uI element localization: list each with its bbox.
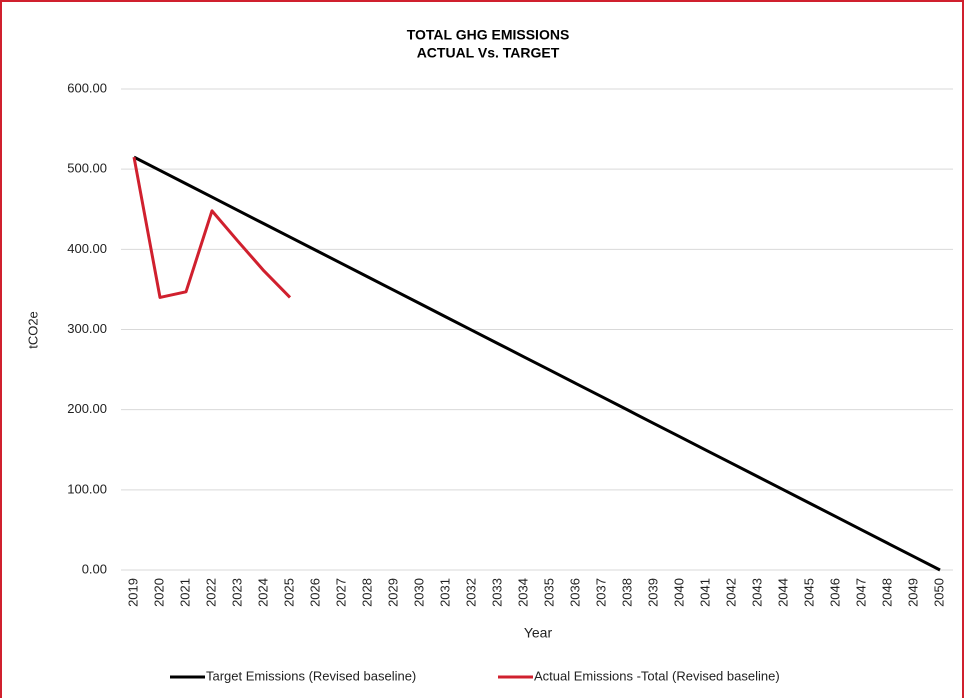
x-tick-label: 2043 (749, 578, 764, 607)
y-tick-label: 200.00 (67, 401, 107, 416)
x-tick-label: 2020 (151, 578, 166, 607)
x-tick-label: 2040 (671, 578, 686, 607)
line-series (132, 156, 292, 299)
x-tick-label: 2032 (463, 578, 478, 607)
y-axis-label: tCO2e (25, 311, 40, 349)
y-tick-label: 300.00 (67, 321, 107, 336)
x-tick-label: 2021 (177, 578, 192, 607)
x-tick-label: 2036 (567, 578, 582, 607)
x-tick-label: 2019 (125, 578, 140, 607)
x-tick-label: 2039 (645, 578, 660, 607)
x-tick-label: 2049 (905, 578, 920, 607)
x-tick-label: 2034 (515, 578, 530, 607)
x-tick-label: 2023 (229, 578, 244, 607)
chart-title: TOTAL GHG EMISSIONS (407, 27, 570, 43)
x-tick-label: 2044 (775, 578, 790, 607)
x-tick-label: 2027 (333, 578, 348, 607)
x-tick-label: 2033 (489, 578, 504, 607)
x-tick-label: 2038 (619, 578, 634, 607)
x-tick-label: 2024 (255, 578, 270, 607)
x-tick-label: 2030 (411, 578, 426, 607)
y-tick-label: 500.00 (67, 161, 107, 176)
legend-label: Actual Emissions -Total (Revised baselin… (534, 668, 780, 683)
x-tick-label: 2041 (697, 578, 712, 607)
y-tick-label: 0.00 (82, 561, 107, 576)
x-tick-label: 2028 (359, 578, 374, 607)
legend-label: Target Emissions (Revised baseline) (206, 668, 416, 683)
x-tick-label: 2035 (541, 578, 556, 607)
x-tick-label: 2026 (307, 578, 322, 607)
x-tick-label: 2046 (827, 578, 842, 607)
x-tick-label: 2025 (281, 578, 296, 607)
x-tick-label: 2047 (853, 578, 868, 607)
x-tick-label: 2050 (931, 578, 946, 607)
y-tick-label: 400.00 (67, 241, 107, 256)
x-tick-label: 2048 (879, 578, 894, 607)
x-tick-label: 2037 (593, 578, 608, 607)
x-axis-label: Year (524, 625, 553, 641)
x-tick-label: 2045 (801, 578, 816, 607)
x-tick-label: 2029 (385, 578, 400, 607)
y-tick-label: 100.00 (67, 481, 107, 496)
chart-subtitle: ACTUAL Vs. TARGET (417, 45, 560, 61)
line-series (133, 155, 941, 572)
x-tick-label: 2042 (723, 578, 738, 607)
y-tick-label: 600.00 (67, 80, 107, 95)
x-tick-label: 2031 (437, 578, 452, 607)
x-tick-label: 2022 (203, 578, 218, 607)
